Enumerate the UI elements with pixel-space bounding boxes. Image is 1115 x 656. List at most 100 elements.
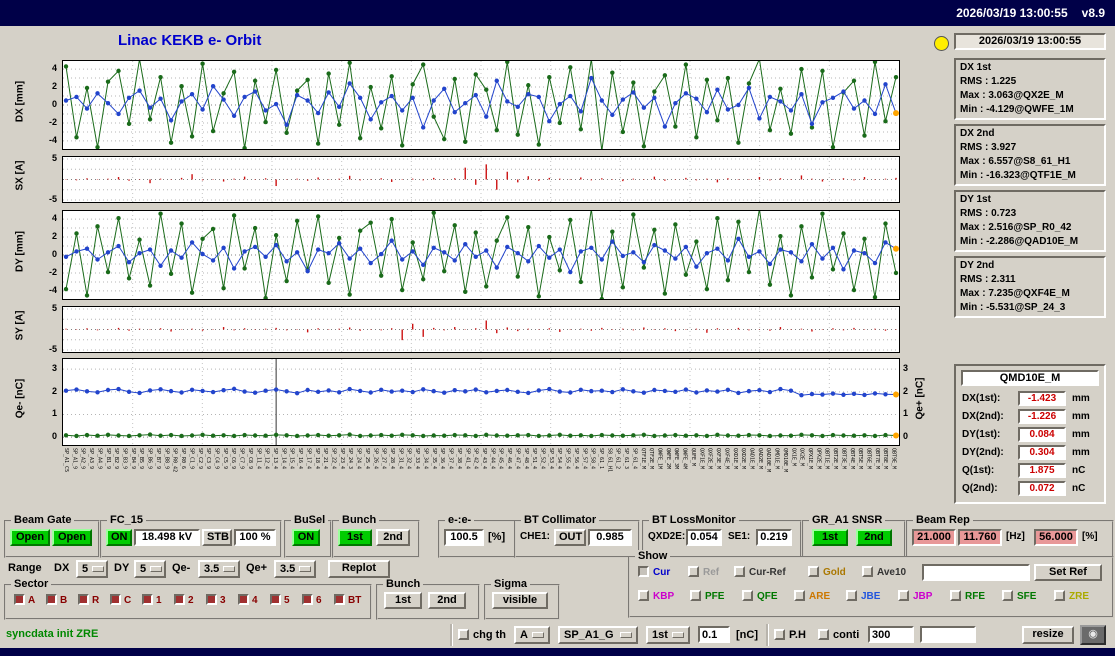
show-ave10-checkbox[interactable]: [862, 566, 873, 577]
page-title: Linac KEKB e- Orbit: [118, 32, 262, 49]
fc15-kv-readout: 18.498 kV: [134, 529, 200, 546]
mon-label: DY(2nd):: [962, 447, 1004, 458]
fc15-on-button[interactable]: ON: [106, 529, 132, 546]
bpm-monitor-name[interactable]: QMD10E_M: [961, 370, 1099, 386]
set-ref-button[interactable]: Set Ref: [1034, 564, 1102, 581]
show-kbp-checkbox[interactable]: [638, 590, 649, 601]
resize-button[interactable]: resize: [1022, 626, 1074, 644]
stat-max: Max : 2.516@SP_R0_42: [960, 222, 1072, 233]
device-select-dropdown[interactable]: SP_A1_G: [558, 626, 638, 644]
se1-readout: 0.219: [756, 529, 792, 546]
status-message: syncdata init ZRE: [6, 628, 99, 640]
bunch-2nd-button[interactable]: 2nd: [376, 529, 410, 546]
mon-label: Q(2nd):: [962, 483, 998, 494]
topbar-datetime: 2026/03/19 13:00:55: [956, 6, 1068, 20]
ref-file-input[interactable]: [922, 564, 1030, 581]
option-menu-dash-icon: [223, 566, 236, 572]
bottom-bar: [0, 648, 1115, 656]
fc15-stb-button[interactable]: STB: [202, 529, 232, 546]
show-qfe-checkbox[interactable]: [742, 590, 753, 601]
chg-th-checkbox[interactable]: [458, 629, 469, 640]
stat-min: Min : -2.286@QAD10E_M: [960, 236, 1079, 247]
beam-gate-open-2-button[interactable]: Open: [52, 529, 92, 546]
show-cur-ref-checkbox[interactable]: [734, 566, 745, 577]
show-sfe-checkbox[interactable]: [1002, 590, 1013, 601]
interval-input[interactable]: [868, 626, 914, 643]
bunch-plot-1st-button[interactable]: 1st: [384, 592, 422, 609]
che1-label: CHE1:: [520, 531, 551, 542]
sector-r-toggle[interactable]: [78, 594, 89, 605]
conti-checkbox[interactable]: [818, 629, 829, 640]
range-dy-value: 5: [140, 563, 147, 575]
show-jbp-checkbox[interactable]: [898, 590, 909, 601]
range-dx-dropdown[interactable]: 5: [76, 560, 108, 578]
stat-max: Max : 3.063@QX2E_M: [960, 90, 1064, 101]
range-qem-dropdown[interactable]: 3.5: [198, 560, 240, 578]
sector-4-toggle[interactable]: [238, 594, 249, 605]
sector-2-label: 2: [188, 595, 194, 606]
sector-6-toggle[interactable]: [302, 594, 313, 605]
sector-bt-label: BT: [348, 595, 362, 606]
mon-value: -1.226: [1018, 409, 1066, 424]
sector-bt-toggle[interactable]: [334, 594, 345, 605]
separator: [450, 624, 453, 646]
busel-on-button[interactable]: ON: [292, 529, 320, 546]
show-sfe-label: SFE: [1017, 591, 1037, 602]
gr-a1-1st-button[interactable]: 1st: [812, 529, 848, 546]
sector-5-toggle[interactable]: [270, 594, 281, 605]
free-text-input[interactable]: [920, 626, 976, 643]
sigma-group: Sigma visible: [484, 578, 560, 620]
ph-checkbox[interactable]: [774, 629, 785, 640]
show-jbe-label: JBE: [861, 591, 881, 602]
sector-1-toggle[interactable]: [142, 594, 153, 605]
show-cur-checkbox[interactable]: [638, 566, 649, 577]
range-qep-dropdown[interactable]: 3.5: [274, 560, 316, 578]
mon-unit: mm: [1072, 429, 1090, 440]
range-qem-label: Qe-: [172, 562, 191, 574]
show-ref-checkbox[interactable]: [688, 566, 699, 577]
threshold-input[interactable]: [698, 626, 730, 643]
bunch-plot-2nd-button[interactable]: 2nd: [428, 592, 466, 609]
beam-gate-open-1-button[interactable]: Open: [10, 529, 50, 546]
show-pfe-label: PFE: [705, 591, 725, 602]
camera-snapshot-button[interactable]: ◉: [1080, 625, 1106, 645]
gr-a1-snsr-group: GR_A1 SNSR 1st 2nd: [802, 514, 906, 558]
option-menu-dash-icon: [150, 566, 163, 572]
show-jbe-checkbox[interactable]: [846, 590, 857, 601]
show-pfe-checkbox[interactable]: [690, 590, 701, 601]
sector-select-dropdown[interactable]: A: [514, 626, 550, 644]
show-kbp-label: KBP: [653, 591, 675, 602]
sector-a-toggle[interactable]: [14, 594, 25, 605]
sector-6-label: 6: [316, 595, 322, 606]
show-zre-checkbox[interactable]: [1054, 590, 1065, 601]
che1-out-button[interactable]: OUT: [554, 529, 586, 546]
che1-value-readout: 0.985: [588, 529, 632, 546]
show-group: Show Cur Ref Cur-Ref Gold Ave10 Set Ref …: [628, 550, 1114, 618]
show-ref-label: Ref: [703, 567, 720, 578]
sector-2-toggle[interactable]: [174, 594, 185, 605]
sector-c-toggle[interactable]: [110, 594, 121, 605]
show-rfe-checkbox[interactable]: [950, 590, 961, 601]
replot-button[interactable]: Replot: [328, 560, 390, 578]
mon-value: 0.304: [1018, 445, 1066, 460]
se1-label: SE1:: [728, 531, 751, 542]
range-dy-dropdown[interactable]: 5: [134, 560, 166, 578]
bt-lossmonitor-group: BT LossMonitor QXD2E: 0.054 SE1: 0.219: [642, 514, 802, 558]
gr-a1-2nd-button[interactable]: 2nd: [856, 529, 892, 546]
show-are-checkbox[interactable]: [794, 590, 805, 601]
range-dx-value: 5: [82, 563, 89, 575]
stat-rms: RMS : 3.927: [960, 142, 1017, 153]
sector-1-label: 1: [156, 595, 162, 606]
sector-b-toggle[interactable]: [46, 594, 57, 605]
fc15-title: FC_15: [107, 514, 147, 526]
option-menu-dash-icon: [299, 566, 312, 572]
bpm-monitor-box: QMD10E_M DX(1st): -1.423 mm DX(2nd): -1.…: [954, 364, 1106, 504]
dx-orbit-plot: 4 2 0 -2 -4: [49, 60, 900, 150]
bunch-select-dropdown[interactable]: 1st: [646, 626, 690, 644]
beam-rep-value-3: 56.000: [1034, 529, 1078, 546]
stat-title: DX 2nd: [960, 128, 995, 139]
sigma-visible-button[interactable]: visible: [492, 592, 548, 609]
bunch-1st-button[interactable]: 1st: [338, 529, 372, 546]
show-gold-checkbox[interactable]: [808, 566, 819, 577]
sector-3-toggle[interactable]: [206, 594, 217, 605]
